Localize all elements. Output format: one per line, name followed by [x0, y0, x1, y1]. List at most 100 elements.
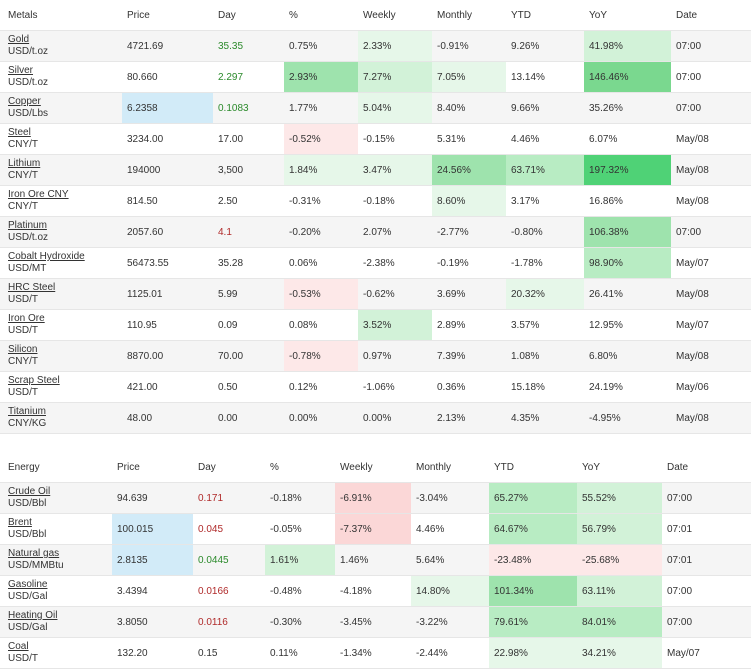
day-cell: 0.0166: [193, 575, 265, 607]
monthly-cell: 8.40%: [432, 92, 506, 124]
pct-cell: 1.77%: [284, 92, 358, 124]
ytd-cell: 63.71%: [506, 154, 584, 186]
day-cell: 0.50: [213, 371, 284, 403]
commodity-name-cell: Platinum USD/t.oz: [0, 216, 122, 248]
yoy-cell: 35.26%: [584, 92, 671, 124]
date-cell: 07:00: [671, 61, 751, 93]
commodity-name-cell: Copper USD/Lbs: [0, 92, 122, 124]
commodity-row: Platinum USD/t.oz 2057.60 4.1 -0.20% 2.07% -2.…: [0, 216, 751, 248]
price-cell: 4721.69: [122, 30, 213, 62]
commodity-row: Natural gas USD/MMBtu 2.8135 0.0445 1.61% 1.4…: [0, 544, 751, 576]
header-monthly: Monthly: [411, 452, 489, 483]
date-cell: 07:00: [662, 575, 751, 607]
commodity-link[interactable]: Lithium: [8, 158, 41, 169]
commodity-name-cell: HRC Steel USD/T: [0, 278, 122, 310]
price-cell: 2057.60: [122, 216, 213, 248]
day-cell: 0.09: [213, 309, 284, 341]
weekly-cell: -6.91%: [335, 482, 411, 514]
commodity-name-cell: Cobalt Hydroxide USD/MT: [0, 247, 122, 279]
energy-header-row: Energy Price Day% Weekly Monthly YTD YoY Date: [0, 452, 751, 483]
monthly-cell: 5.31%: [432, 123, 506, 155]
monthly-cell: 7.39%: [432, 340, 506, 372]
pct-cell: 1.84%: [284, 154, 358, 186]
commodity-link[interactable]: Platinum: [8, 220, 47, 231]
commodity-link[interactable]: Scrap Steel: [8, 375, 60, 386]
day-cell: 35.28: [213, 247, 284, 279]
commodity-link[interactable]: Gold: [8, 34, 30, 45]
date-cell: May/08: [671, 402, 751, 434]
monthly-cell: 5.64%: [411, 544, 489, 576]
commodity-unit: USD/T: [8, 325, 38, 336]
commodity-row: Heating Oil USD/Gal 3.8050 0.0116 -0.30% -3.4…: [0, 606, 751, 638]
day-cell: 17.00: [213, 123, 284, 155]
commodity-link[interactable]: Silver: [8, 65, 34, 76]
commodity-link[interactable]: Titanium: [8, 406, 46, 417]
commodity-name-cell: Heating Oil USD/Gal: [0, 606, 112, 638]
day-cell: 4.1: [213, 216, 284, 248]
header-percent: %: [265, 452, 335, 483]
monthly-cell: -0.19%: [432, 247, 506, 279]
commodity-unit: USD/Gal: [8, 591, 48, 602]
header-monthly: Monthly: [432, 0, 506, 31]
monthly-cell: -3.22%: [411, 606, 489, 638]
price-cell: 3234.00: [122, 123, 213, 155]
yoy-cell: 12.95%: [584, 309, 671, 341]
day-cell: 70.00: [213, 340, 284, 372]
header-yoy: YoY: [577, 452, 662, 483]
pct-cell: 0.11%: [265, 637, 335, 669]
commodity-name-cell: Silicon CNY/T: [0, 340, 122, 372]
ytd-cell: 101.34%: [489, 575, 577, 607]
metals-header-row: Metals Price Day% Weekly Monthly YTD YoY Date: [0, 0, 751, 31]
ytd-cell: -23.48%: [489, 544, 577, 576]
commodity-link[interactable]: Copper: [8, 96, 41, 107]
weekly-cell: -0.18%: [358, 185, 432, 217]
weekly-cell: 2.07%: [358, 216, 432, 248]
price-cell: 6.2358: [122, 92, 213, 124]
commodity-name-cell: Coal USD/T: [0, 637, 112, 669]
commodity-link[interactable]: Silicon: [8, 344, 38, 355]
monthly-cell: 3.69%: [432, 278, 506, 310]
pct-cell: 0.00%: [284, 402, 358, 434]
commodity-link[interactable]: HRC Steel: [8, 282, 56, 293]
commodity-link[interactable]: Crude Oil: [8, 486, 51, 497]
price-cell: 2.8135: [112, 544, 193, 576]
commodity-unit: USD/t.oz: [8, 232, 49, 243]
commodity-unit: USD/Lbs: [8, 108, 49, 119]
commodity-link[interactable]: Natural gas: [8, 548, 60, 559]
ytd-cell: 3.17%: [506, 185, 584, 217]
commodity-name-cell: Iron Ore CNY CNY/T: [0, 185, 122, 217]
metals-table: Metals Price Day% Weekly Monthly YTD YoY Date Go…: [0, 0, 751, 434]
commodity-link[interactable]: Heating Oil: [8, 610, 58, 621]
price-cell: 194000: [122, 154, 213, 186]
day-cell: 0.15: [193, 637, 265, 669]
commodity-unit: CNY/T: [8, 139, 38, 150]
commodity-unit: USD/MMBtu: [8, 560, 64, 571]
commodity-unit: USD/Bbl: [8, 529, 47, 540]
ytd-cell: 65.27%: [489, 482, 577, 514]
ytd-cell: 9.26%: [506, 30, 584, 62]
commodity-link[interactable]: Iron Ore: [8, 313, 45, 324]
date-cell: 07:00: [662, 606, 751, 638]
day-cell: 0.00: [213, 402, 284, 434]
yoy-cell: 55.52%: [577, 482, 662, 514]
monthly-cell: 7.05%: [432, 61, 506, 93]
commodity-row: Cobalt Hydroxide USD/MT 56473.55 35.28 0.06%…: [0, 247, 751, 279]
ytd-cell: 4.46%: [506, 123, 584, 155]
ytd-cell: 9.66%: [506, 92, 584, 124]
ytd-cell: 13.14%: [506, 61, 584, 93]
commodity-link[interactable]: Brent: [8, 517, 32, 528]
commodity-link[interactable]: Steel: [8, 127, 31, 138]
commodity-link[interactable]: Cobalt Hydroxide: [8, 251, 85, 262]
weekly-cell: 0.97%: [358, 340, 432, 372]
date-cell: May/08: [671, 278, 751, 310]
monthly-cell: -2.44%: [411, 637, 489, 669]
date-cell: 07:00: [671, 92, 751, 124]
price-cell: 110.95: [122, 309, 213, 341]
weekly-cell: 0.00%: [358, 402, 432, 434]
commodity-row: Scrap Steel USD/T 421.00 0.50 0.12% -1.06% 0.3…: [0, 371, 751, 403]
header-date: Date: [662, 452, 751, 483]
date-cell: May/08: [671, 123, 751, 155]
commodity-link[interactable]: Gasoline: [8, 579, 48, 590]
commodity-link[interactable]: Iron Ore CNY: [8, 189, 69, 200]
date-cell: 07:00: [662, 482, 751, 514]
